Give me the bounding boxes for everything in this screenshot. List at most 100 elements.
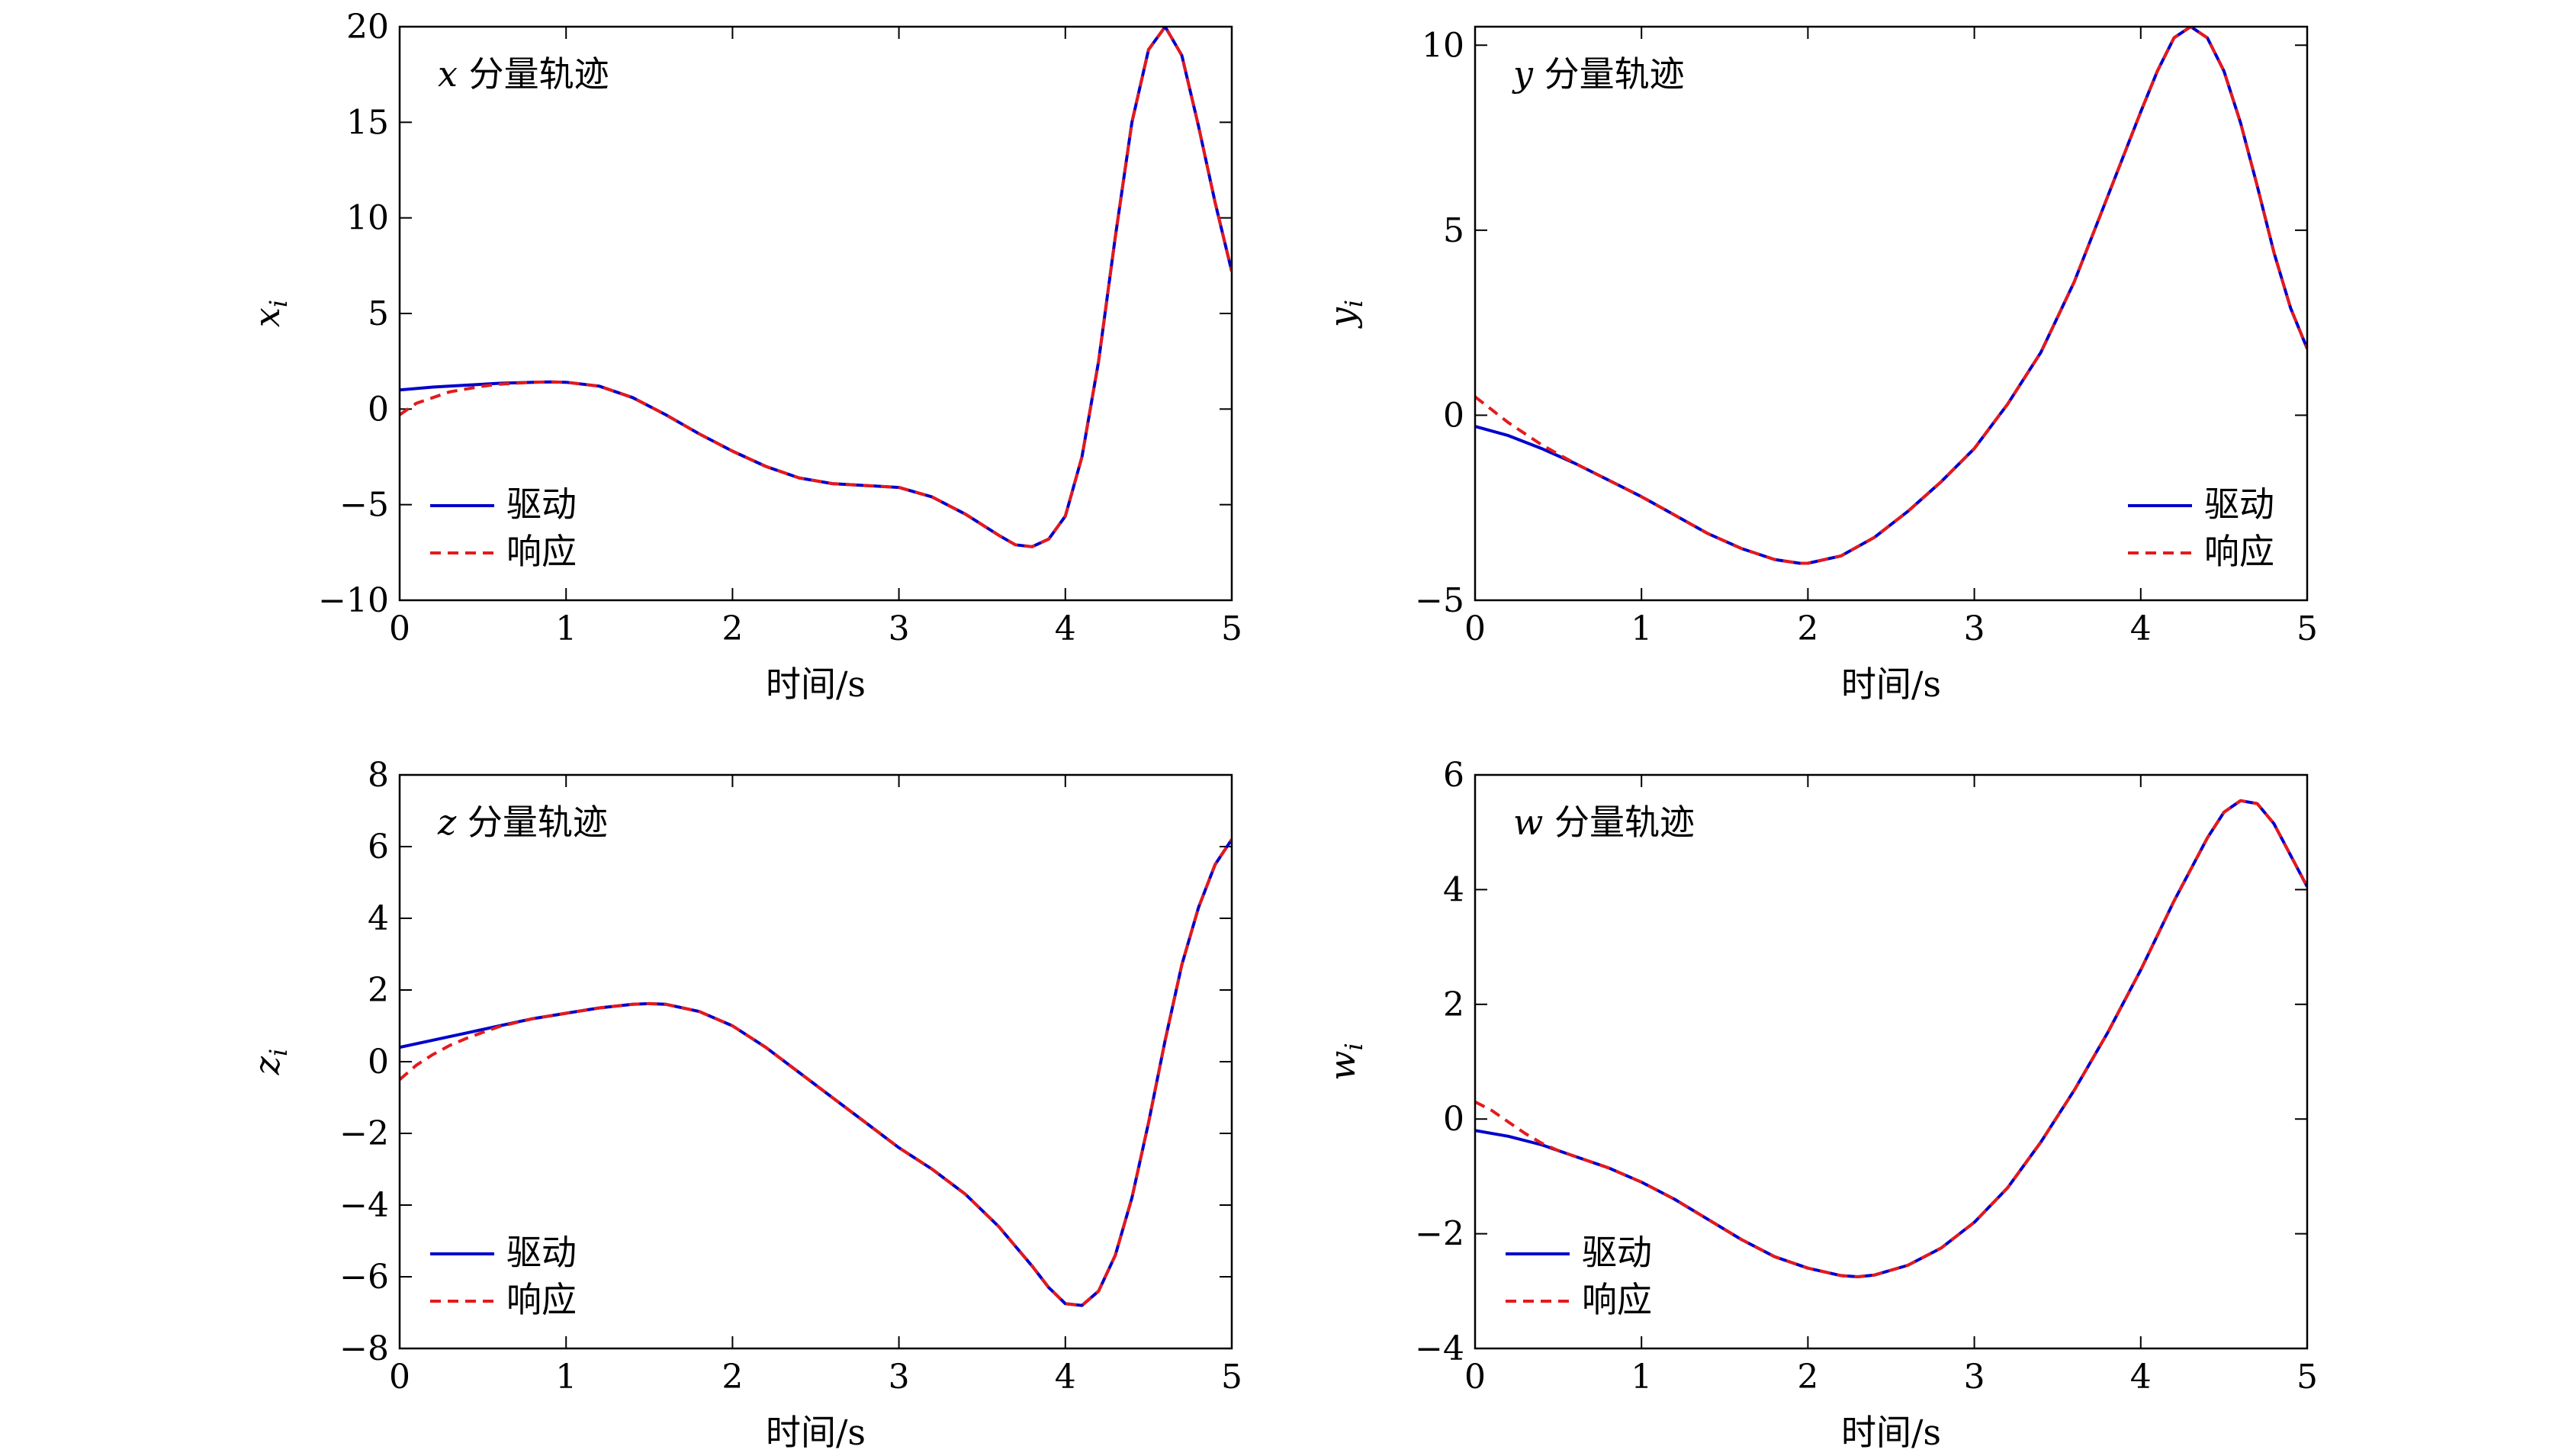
panel-title: y 分量轨迹 bbox=[1512, 53, 1685, 95]
panel-title-text: 分量轨迹 bbox=[1544, 53, 1685, 95]
response-series-line bbox=[1475, 27, 2307, 565]
x-tick-label: 3 bbox=[1964, 1358, 1985, 1397]
y-tick-label: 4 bbox=[368, 899, 389, 938]
x-axis-label: 时间/s bbox=[766, 664, 866, 705]
x-tick-label: 3 bbox=[889, 609, 910, 648]
y-axis-label: zi bbox=[246, 1049, 293, 1075]
legend-drive-label: 驱动 bbox=[506, 1232, 577, 1273]
plot-frame bbox=[398, 25, 1233, 602]
response-series-line bbox=[400, 27, 1232, 548]
y-tick-label: −2 bbox=[1415, 1215, 1464, 1254]
y-axis-label: yi bbox=[1322, 300, 1368, 329]
x-tick-label: 5 bbox=[1221, 609, 1242, 648]
y-tick-label: −4 bbox=[1415, 1329, 1464, 1368]
panel-title-text: 分量轨迹 bbox=[469, 53, 609, 95]
panel-title-variable: z bbox=[437, 802, 468, 843]
x-tick-label: 4 bbox=[2130, 1358, 2152, 1397]
drive-series-line bbox=[400, 27, 1232, 548]
panel-title-variable: y bbox=[1512, 53, 1544, 95]
y-axis-label-variable: z bbox=[246, 1056, 288, 1075]
legend-response-label: 响应 bbox=[506, 1279, 577, 1320]
x-axis-label: 时间/s bbox=[1841, 1412, 1941, 1453]
panel-title: x 分量轨迹 bbox=[438, 53, 609, 95]
response-series-line bbox=[400, 838, 1232, 1307]
x-tick-label: 2 bbox=[722, 1358, 743, 1397]
y-axis-label-subscript: i bbox=[264, 1049, 293, 1056]
x-tick-label: 0 bbox=[389, 609, 410, 648]
y-tick-label: −8 bbox=[339, 1329, 389, 1368]
y-axis-label-variable: x bbox=[246, 307, 288, 327]
panel-title-variable: w bbox=[1513, 802, 1554, 843]
series-group bbox=[400, 838, 1232, 1307]
x-tick-label: 2 bbox=[1797, 609, 1818, 648]
y-tick-label: 6 bbox=[368, 828, 389, 866]
y-tick-label: 2 bbox=[1443, 985, 1464, 1024]
legend-drive-label: 驱动 bbox=[506, 484, 577, 525]
y-tick-label: 10 bbox=[1422, 26, 1464, 65]
x-axis-label: 时间/s bbox=[1841, 664, 1941, 705]
y-tick-label: 0 bbox=[368, 390, 389, 429]
x-tick-label: 0 bbox=[1464, 1358, 1486, 1397]
x-tick-label: 4 bbox=[1055, 609, 1076, 648]
y-tick-label: 0 bbox=[368, 1043, 389, 1082]
legend-response-label: 响应 bbox=[1582, 1279, 1652, 1320]
x-tick-label: 4 bbox=[2130, 609, 2152, 648]
x-tick-label: 5 bbox=[1221, 1358, 1242, 1397]
legend-response-label: 响应 bbox=[506, 531, 577, 572]
x-axis-label: 时间/s bbox=[766, 1412, 866, 1453]
plot-frame bbox=[398, 773, 1233, 1350]
y-tick-label: 15 bbox=[346, 103, 389, 142]
series-group bbox=[400, 27, 1232, 548]
x-tick-label: 2 bbox=[722, 609, 743, 648]
plot-frame bbox=[1474, 773, 2309, 1350]
y-tick-label: −6 bbox=[339, 1258, 389, 1297]
panel-title-text: 分量轨迹 bbox=[468, 802, 608, 843]
series-group bbox=[1475, 27, 2307, 565]
x-tick-label: 0 bbox=[1464, 609, 1486, 648]
x-tick-label: 1 bbox=[1631, 1358, 1652, 1397]
y-tick-label: 0 bbox=[1443, 396, 1464, 435]
x-tick-label: 3 bbox=[889, 1358, 910, 1397]
x-tick-label: 1 bbox=[1631, 609, 1652, 648]
series-group bbox=[1475, 799, 2307, 1278]
y-axis-label-variable: w bbox=[1322, 1050, 1363, 1080]
y-tick-label: 5 bbox=[1443, 211, 1464, 250]
y-tick-label: −10 bbox=[318, 581, 389, 620]
x-tick-label: 5 bbox=[2296, 1358, 2318, 1397]
x-tick-label: 3 bbox=[1964, 609, 1985, 648]
y-tick-label: −5 bbox=[1415, 581, 1464, 620]
y-axis-label-subscript: i bbox=[264, 300, 293, 307]
y-tick-label: −5 bbox=[339, 486, 389, 525]
legend-response-label: 响应 bbox=[2204, 531, 2274, 572]
y-tick-label: 10 bbox=[346, 199, 389, 238]
drive-series-line bbox=[1475, 799, 2307, 1278]
panel-title: z 分量轨迹 bbox=[437, 802, 608, 843]
y-axis-label: xi bbox=[246, 300, 293, 327]
y-axis-label-variable: y bbox=[1322, 307, 1363, 329]
x-tick-label: 4 bbox=[1055, 1358, 1076, 1397]
plot-frame bbox=[1474, 25, 2309, 602]
y-tick-label: 0 bbox=[1443, 1100, 1464, 1139]
y-tick-label: −2 bbox=[339, 1114, 389, 1153]
y-tick-label: 4 bbox=[1443, 870, 1464, 909]
response-series-line bbox=[1475, 799, 2307, 1278]
legend-drive-label: 驱动 bbox=[1582, 1232, 1652, 1273]
y-tick-label: 6 bbox=[1443, 756, 1464, 795]
y-tick-label: 2 bbox=[368, 971, 389, 1010]
y-tick-label: 8 bbox=[368, 756, 389, 795]
x-tick-label: 5 bbox=[2296, 609, 2318, 648]
y-axis-label-subscript: i bbox=[1339, 1043, 1368, 1050]
y-axis-label-subscript: i bbox=[1339, 300, 1368, 307]
x-tick-label: 1 bbox=[555, 1358, 577, 1397]
drive-series-line bbox=[1475, 27, 2307, 565]
panel-title: w 分量轨迹 bbox=[1513, 802, 1695, 843]
